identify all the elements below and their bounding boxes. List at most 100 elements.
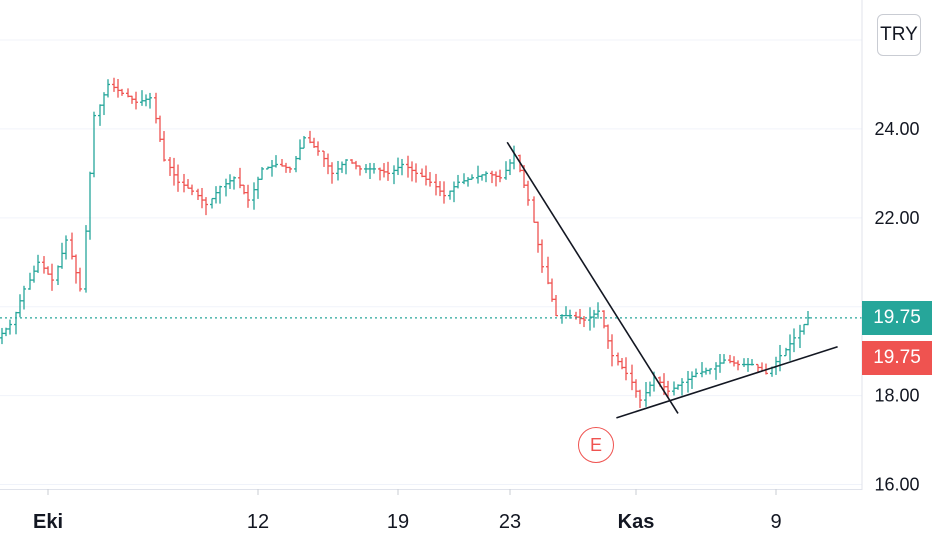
- ohlc-bar: [424, 165, 428, 186]
- ohlc-bar: [350, 159, 354, 164]
- ohlc-bar: [326, 153, 330, 175]
- x-tick-label: 23: [499, 511, 521, 533]
- ohlc-bar: [36, 254, 40, 273]
- ohlc-bar: [690, 371, 694, 389]
- trendline: [616, 345, 838, 419]
- ohlc-bar: [294, 155, 298, 173]
- ohlc-bar: [252, 182, 256, 210]
- ohlc-bar: [232, 176, 236, 190]
- ohlc-bar: [144, 94, 148, 107]
- ohlc-bar: [182, 173, 186, 193]
- earnings-marker[interactable]: E: [578, 427, 614, 463]
- currency-button[interactable]: TRY: [877, 14, 921, 56]
- ohlc-bar: [462, 173, 466, 185]
- ohlc-bar: [140, 90, 144, 106]
- x-tick-label: 9: [770, 511, 781, 533]
- ohlc-bar: [386, 161, 390, 181]
- ohlc-bar: [302, 135, 306, 149]
- ohlc-bar: [102, 92, 106, 116]
- ohlc-bar: [466, 177, 470, 187]
- ohlc-bar: [298, 139, 302, 161]
- ohlc-bar: [340, 161, 344, 173]
- price-bars: [0, 77, 810, 408]
- ohlc-bar: [224, 178, 228, 197]
- ohlc-bar: [588, 307, 592, 331]
- ohlc-bar: [316, 141, 320, 156]
- ohlc-bar: [64, 235, 68, 260]
- ohlc-bar: [242, 184, 246, 195]
- ohlc-bar: [718, 353, 722, 373]
- ohlc-bar: [270, 159, 274, 177]
- x-tick-label: 12: [247, 511, 269, 533]
- ohlc-bar: [742, 358, 746, 367]
- ohlc-bar: [284, 162, 288, 173]
- ohlc-bar: [168, 157, 172, 176]
- ohlc-bar: [736, 360, 740, 371]
- ohlc-bar: [470, 174, 474, 180]
- ohlc-bar: [210, 197, 214, 209]
- ohlc-bar: [260, 167, 264, 180]
- ohlc-bar: [434, 173, 438, 196]
- ohlc-bar: [792, 328, 796, 353]
- prev-close-label: 19.75: [862, 340, 932, 375]
- ohlc-bar: [378, 167, 382, 181]
- trendline: [506, 141, 679, 414]
- ohlc-bar: [56, 265, 60, 286]
- ohlc-bar: [88, 171, 92, 240]
- ohlc-bar: [638, 389, 642, 408]
- ohlc-bar: [354, 160, 358, 170]
- ohlc-bar: [330, 162, 334, 184]
- ohlc-bar: [498, 169, 502, 183]
- ohlc-bar: [452, 181, 456, 203]
- ohlc-bar: [32, 265, 36, 283]
- ohlc-bar: [162, 131, 166, 162]
- ohlc-bar: [420, 168, 424, 178]
- ohlc-bar: [126, 88, 130, 98]
- y-tick-label: 24.00: [874, 119, 919, 139]
- ohlc-bar: [308, 130, 312, 144]
- ohlc-bar: [746, 358, 750, 372]
- ohlc-bar: [442, 181, 446, 204]
- ohlc-bar: [574, 311, 578, 320]
- ohlc-bar: [42, 256, 46, 274]
- ohlc-bar: [46, 266, 50, 275]
- ohlc-bar: [392, 165, 396, 185]
- ohlc-bar: [74, 254, 78, 284]
- ohlc-bar: [274, 155, 278, 168]
- ohlc-bar: [218, 185, 222, 204]
- ohlc-bar: [806, 311, 810, 326]
- trendlines[interactable]: [506, 141, 838, 419]
- time-axis[interactable]: Eki 12 19 23 Kas 9: [33, 489, 782, 533]
- ohlc-bar: [602, 310, 606, 329]
- ohlc-bar: [476, 165, 480, 184]
- ohlc-bar: [550, 278, 554, 302]
- y-tick-label: 16.00: [874, 475, 919, 495]
- ohlc-bar: [196, 188, 200, 200]
- ohlc-bar: [396, 157, 400, 176]
- ohlc-bar: [802, 323, 806, 335]
- ohlc-bar: [204, 197, 208, 216]
- ohlc-bar: [200, 187, 204, 209]
- ohlc-bar: [596, 302, 600, 319]
- ohlc-bar: [644, 381, 648, 407]
- ohlc-bar: [708, 368, 712, 375]
- ohlc-bar: [672, 381, 676, 396]
- ohlc-bar: [238, 167, 242, 189]
- ohlc-bar: [28, 272, 32, 290]
- ohlc-bar: [14, 311, 18, 335]
- ohlc-bar: [540, 239, 544, 273]
- ohlc-bar: [760, 362, 764, 372]
- ohlc-bar: [106, 79, 110, 98]
- price-axis[interactable]: 16.00 18.00 22.00 24.00: [874, 119, 919, 495]
- ohlc-bar: [526, 180, 530, 206]
- ohlc-bar: [438, 181, 442, 197]
- ohlc-bar: [750, 359, 754, 366]
- ohlc-bar: [134, 91, 138, 110]
- ohlc-bar: [70, 232, 74, 260]
- ohlc-bar: [714, 362, 718, 380]
- ohlc-bar: [564, 306, 568, 317]
- ohlc-bar: [288, 166, 292, 173]
- ohlc-bar: [610, 334, 614, 367]
- ohlc-bar: [368, 162, 372, 179]
